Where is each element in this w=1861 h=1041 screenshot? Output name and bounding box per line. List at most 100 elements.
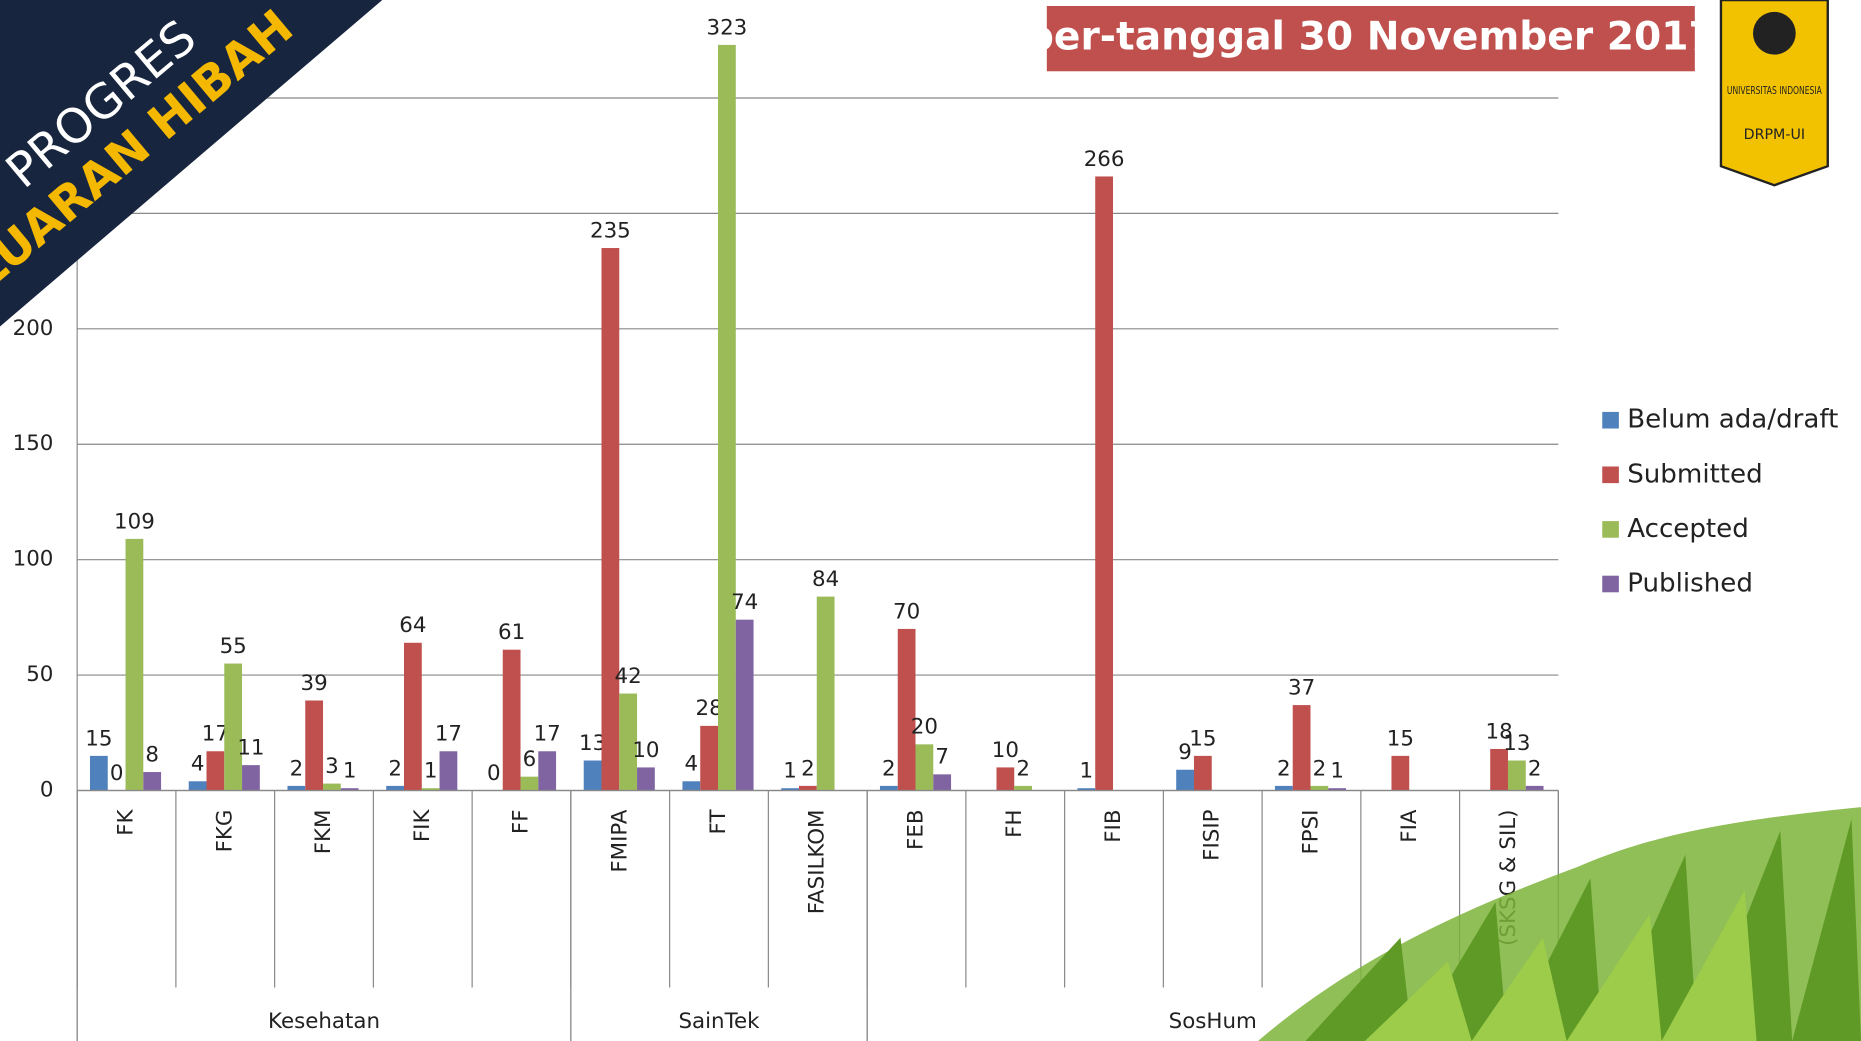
data-label: 64 xyxy=(399,613,426,638)
logo-name: UNIVERSITAS INDONESIA xyxy=(1727,84,1822,97)
x-tick-label: FIB xyxy=(1101,810,1126,843)
data-label: 323 xyxy=(707,15,748,40)
bar xyxy=(933,774,952,791)
data-label: 4 xyxy=(685,752,699,777)
bar xyxy=(224,663,243,791)
title-box xyxy=(1046,5,1695,72)
data-label: 10 xyxy=(632,738,659,763)
data-label: 42 xyxy=(615,664,642,689)
bar xyxy=(682,781,701,791)
bar xyxy=(816,596,835,791)
data-label: 17 xyxy=(435,722,462,747)
data-label: 15 xyxy=(85,726,112,751)
bar xyxy=(1328,788,1347,791)
data-label: 84 xyxy=(812,567,839,592)
x-tick-label: FKG xyxy=(212,810,237,853)
bar xyxy=(1490,748,1508,791)
bar xyxy=(340,788,359,791)
bar xyxy=(421,788,440,791)
data-label: 2 xyxy=(1016,756,1030,781)
bar xyxy=(502,649,521,791)
y-tick-label: 100 xyxy=(13,547,54,572)
legend-swatch xyxy=(1602,521,1619,538)
data-label: 2 xyxy=(1313,756,1327,781)
data-label: 37 xyxy=(1288,675,1315,700)
bar xyxy=(1310,785,1329,791)
bar xyxy=(1274,785,1293,791)
legend-label: Belum ada/draft xyxy=(1627,405,1838,435)
x-tick-label: FEB xyxy=(903,810,928,850)
bar xyxy=(1507,760,1526,791)
data-label: 3 xyxy=(325,754,339,779)
bar xyxy=(125,538,144,791)
logo-unit: DRPM-UI xyxy=(1744,127,1805,143)
bar xyxy=(735,619,754,791)
bar xyxy=(1292,705,1311,791)
chart-title: per-tanggal 30 November 2017 xyxy=(1026,15,1716,60)
bar xyxy=(1014,785,1033,791)
data-label: 1 xyxy=(783,759,797,784)
y-tick-label: 50 xyxy=(26,662,53,687)
bar xyxy=(1525,785,1544,791)
bar xyxy=(718,44,736,791)
data-label: 10 xyxy=(992,738,1019,763)
grass-decoration xyxy=(1258,807,1861,1041)
data-label: 39 xyxy=(301,671,328,696)
x-tick-label: FASILKOM xyxy=(805,810,830,915)
x-tick-label: FH xyxy=(1002,810,1027,838)
plot-area: 050100150200250300FKFKGFKMFIKFFFMIPAFTFA… xyxy=(13,15,1838,1041)
data-label: 6 xyxy=(523,747,537,772)
y-tick-label: 200 xyxy=(13,316,54,341)
data-label: 2 xyxy=(801,756,815,781)
bar xyxy=(89,755,108,791)
y-tick-label: 0 xyxy=(40,778,54,803)
x-tick-label: FIK xyxy=(410,809,435,843)
bar xyxy=(323,783,341,791)
data-label: 11 xyxy=(237,736,264,761)
x-tick-label: FMIPA xyxy=(607,809,632,873)
data-label: 17 xyxy=(534,722,561,747)
data-label: 2 xyxy=(388,756,402,781)
legend-swatch xyxy=(1602,411,1619,429)
bar xyxy=(1095,176,1114,791)
bar xyxy=(879,785,898,791)
data-label: 109 xyxy=(114,509,155,534)
data-label: 1 xyxy=(1080,759,1094,784)
data-label: 55 xyxy=(220,634,247,659)
legend-label: Accepted xyxy=(1627,514,1749,544)
data-label: 2 xyxy=(290,756,304,781)
bar xyxy=(305,700,324,791)
data-label: 9 xyxy=(1178,740,1192,765)
x-tick-label: FT xyxy=(706,809,731,835)
data-label: 235 xyxy=(590,218,631,243)
bar xyxy=(915,744,934,791)
bar xyxy=(386,785,404,791)
data-label: 2 xyxy=(1528,756,1542,781)
bar xyxy=(287,785,306,791)
bar xyxy=(619,693,638,791)
data-label: 1 xyxy=(1330,759,1344,784)
data-label: 4 xyxy=(191,752,205,777)
x-tick-label: FF xyxy=(509,810,534,835)
bar xyxy=(583,760,602,791)
data-label: 15 xyxy=(1189,726,1216,751)
bar xyxy=(637,767,655,791)
logo: UNIVERSITAS INDONESIA DRPM-UI xyxy=(1719,0,1829,187)
legend-label: Submitted xyxy=(1627,459,1763,489)
group-label: Kesehatan xyxy=(268,1009,380,1034)
bar xyxy=(206,751,225,791)
bar xyxy=(798,785,817,791)
group-label: SainTek xyxy=(678,1009,760,1034)
bar xyxy=(601,248,620,791)
data-label: 1 xyxy=(424,759,438,784)
x-tick-label: FISIP xyxy=(1200,809,1225,860)
bar xyxy=(781,788,799,791)
bar xyxy=(1391,755,1410,791)
bar xyxy=(242,765,260,791)
data-label: 8 xyxy=(145,742,159,767)
bar xyxy=(700,725,719,791)
data-label: 13 xyxy=(1503,731,1530,756)
data-label: 70 xyxy=(893,599,920,624)
